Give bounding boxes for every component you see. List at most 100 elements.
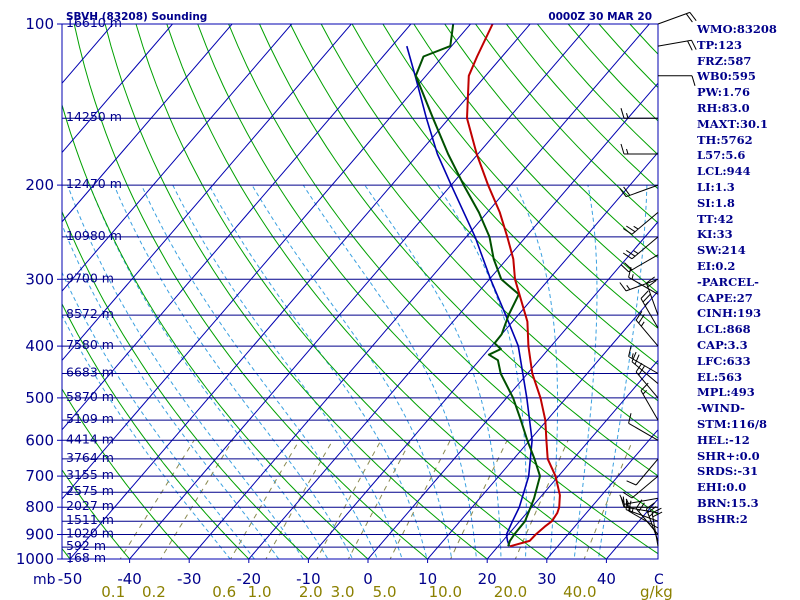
mixing-ratio-label: 0.2 [142, 583, 166, 600]
mixing-ratio-line [265, 440, 334, 559]
height-label: 6683 m [66, 365, 114, 380]
mixing-ratio-label: 0.1 [101, 583, 125, 600]
index-item: L57:5.6 [697, 148, 746, 163]
mixing-ratio-label: 20.0 [494, 583, 527, 600]
moist-adiabat [113, 184, 354, 559]
index-item: TP:123 [697, 37, 743, 52]
temperature-tick-label: -10 [296, 570, 321, 588]
wind-barb [628, 413, 659, 441]
moist-adiabat [597, 185, 648, 559]
dry-adiabat [197, 24, 658, 555]
pressure-tick-label: 700 [25, 467, 54, 485]
isotherm [426, 290, 658, 559]
moist-adiabat [515, 184, 558, 559]
isotherm [248, 82, 658, 559]
mixing-ratio-label: 3.0 [331, 583, 355, 600]
height-label: 8572 m [66, 306, 114, 321]
mixing-ratio-label: 5.0 [373, 583, 397, 600]
temperature-tick-label: -50 [58, 570, 83, 588]
index-item: BSHR:2 [697, 511, 748, 526]
moist-adiabat [364, 184, 502, 559]
index-item: KI:33 [697, 227, 733, 242]
mixing-ratio-line [230, 440, 300, 559]
index-item: BRN:15.3 [697, 495, 759, 510]
chart-title: SBVH (83208) Sounding [66, 11, 207, 23]
index-item: SHR+:0.0 [697, 448, 760, 463]
mixing-ratio-line [514, 440, 569, 559]
pressure-axis: 100 200 300 400 500 600 700 800 900 1000 [16, 15, 62, 568]
mixing-ratio-line [119, 440, 195, 559]
profiles [406, 24, 561, 548]
moist-adiabat [172, 184, 403, 559]
wind-barb [620, 143, 658, 155]
moist-adiabat [62, 271, 256, 559]
dry-adiabat [444, 24, 658, 259]
height-label: 16610 m [66, 15, 122, 30]
index-item: MPL:493 [697, 385, 755, 400]
height-label: 3155 m [66, 467, 114, 482]
pressure-unit: mb [33, 572, 56, 588]
index-item: SI:1.8 [697, 195, 735, 210]
index-item: HEL:-12 [697, 432, 750, 447]
isotherm [188, 24, 650, 559]
isotherms [62, 24, 658, 559]
isotherm [62, 24, 352, 362]
dry-adiabat [228, 24, 658, 516]
wind-barbs [619, 11, 697, 547]
moist-adiabat [302, 184, 477, 559]
index-item: MAXT:30.1 [697, 116, 768, 131]
mixing-ratio-axis: 0.1 0.2 0.6 1.0 2.0 3.0 5.0 10.0 20.0 40.0 [101, 583, 596, 600]
plot-frame [61, 23, 659, 560]
index-item: PW:1.76 [697, 85, 751, 100]
temperature-tick-label: 10 [418, 570, 437, 588]
temperature-trace [466, 24, 561, 548]
index-item: LFC:633 [697, 353, 751, 368]
temperature-tick-label: -40 [117, 570, 142, 588]
index-item: CAPE:27 [697, 290, 753, 305]
chart-date: 0000Z 30 MAR 20 [548, 11, 652, 23]
moist-adiabat [208, 184, 428, 559]
moist-adiabat [89, 184, 329, 559]
thermo-grid [62, 24, 658, 559]
pressure-tick-label: 300 [25, 270, 54, 288]
moist-adiabat [141, 184, 378, 559]
height-label: 1020 m [66, 526, 114, 541]
isotherm [62, 24, 233, 223]
isotherm [307, 151, 658, 559]
wind-barb [620, 108, 658, 119]
wind-barb [628, 346, 659, 374]
mixing-ratio-unit: g/kg [640, 583, 673, 600]
index-item: WB0:595 [697, 69, 756, 84]
parcel-trace [406, 45, 533, 547]
isobars [62, 24, 658, 559]
height-label: 5109 m [66, 411, 114, 426]
pressure-tick-label: 500 [25, 389, 54, 407]
height-label: 1511 m [66, 512, 114, 527]
index-item: STM:116/8 [697, 416, 768, 431]
index-item: RH:83.0 [697, 100, 750, 115]
mixing-ratio-label: 10.0 [429, 583, 462, 600]
dewpoint-trace [414, 24, 541, 547]
dry-adiabat [289, 24, 658, 439]
wind-barb [619, 184, 659, 198]
dry-adiabat [320, 24, 658, 402]
pressure-tick-label: 900 [25, 526, 54, 544]
wind-barb [640, 290, 659, 329]
height-label: 10980 m [66, 228, 122, 243]
height-label: 4414 m [66, 431, 114, 446]
temperature-axis: -50 -40 -30 -20 -10 0 10 20 30 40 [58, 559, 616, 588]
isotherm [62, 24, 174, 154]
height-label: 168 m [66, 550, 106, 565]
index-item: FRZ:587 [697, 53, 752, 68]
dry-adiabat [104, 24, 489, 559]
index-item: TH:5762 [697, 132, 753, 147]
moist-adiabat [251, 184, 453, 559]
height-label: 12470 m [66, 176, 122, 191]
wind-barb [622, 212, 659, 235]
dry-adiabat [73, 24, 429, 559]
isotherm [486, 359, 658, 559]
dry-adiabats [62, 24, 658, 559]
height-label: 2027 m [66, 498, 114, 513]
temperature-tick-label: 30 [537, 570, 556, 588]
temperature-tick-label: -30 [177, 570, 202, 588]
